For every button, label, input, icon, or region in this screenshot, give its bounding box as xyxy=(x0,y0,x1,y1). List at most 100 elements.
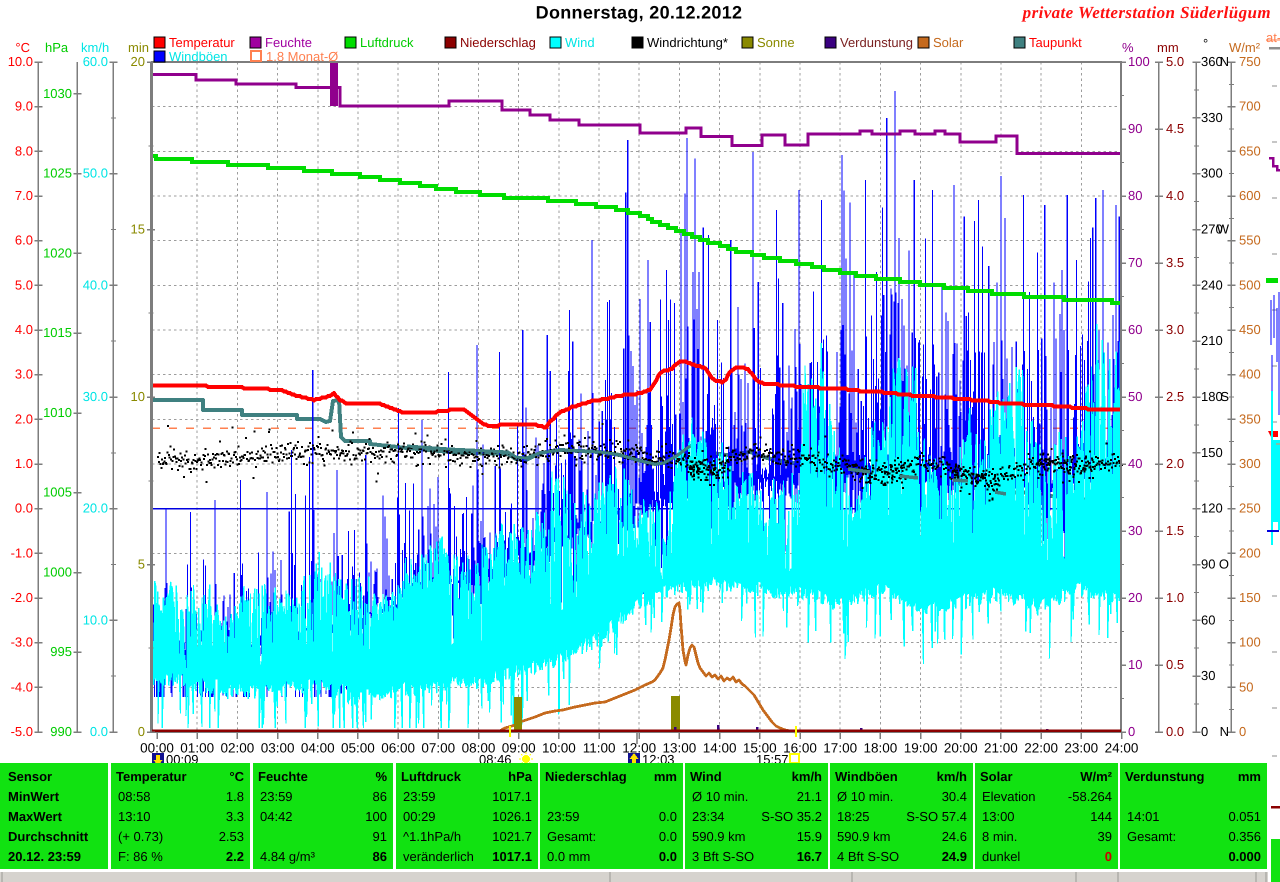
svg-text:100: 100 xyxy=(1239,635,1261,650)
svg-text:4.0: 4.0 xyxy=(1166,188,1184,203)
svg-text:80: 80 xyxy=(1128,188,1142,203)
svg-text:500: 500 xyxy=(1239,277,1261,292)
svg-text:Solar: Solar xyxy=(980,769,1013,784)
svg-text:hPa: hPa xyxy=(508,769,533,784)
svg-text:1020: 1020 xyxy=(43,245,72,260)
svg-text:360: 360 xyxy=(1201,54,1223,69)
svg-text:3.5: 3.5 xyxy=(1166,255,1184,270)
svg-text:70: 70 xyxy=(1128,255,1142,270)
svg-text:0: 0 xyxy=(1128,724,1135,739)
svg-text:W/m²: W/m² xyxy=(1229,40,1261,55)
svg-text:Niederschlag: Niederschlag xyxy=(545,769,627,784)
svg-text:00:00: 00:00 xyxy=(140,741,174,756)
svg-text:-4.0: -4.0 xyxy=(11,679,33,694)
svg-text:1025: 1025 xyxy=(43,166,72,181)
svg-text:590.9 km: 590.9 km xyxy=(692,829,745,844)
svg-text:-58.264: -58.264 xyxy=(1068,789,1112,804)
svg-text:995: 995 xyxy=(50,644,72,659)
svg-text:1.0: 1.0 xyxy=(15,456,33,471)
svg-text:Verdunstung: Verdunstung xyxy=(1125,769,1205,784)
svg-text:Verdunstung: Verdunstung xyxy=(840,35,913,50)
svg-text:W/m²: W/m² xyxy=(1080,769,1112,784)
svg-text:S-SO 57.4: S-SO 57.4 xyxy=(906,809,967,824)
svg-text:9.0: 9.0 xyxy=(15,99,33,114)
svg-text:Sensor: Sensor xyxy=(8,769,52,784)
svg-text:23:59: 23:59 xyxy=(547,809,580,824)
svg-text:km/h: km/h xyxy=(937,769,967,784)
svg-text:Luftdruck: Luftdruck xyxy=(360,35,414,50)
svg-text:700: 700 xyxy=(1239,99,1261,114)
svg-text:Ø 10 min.: Ø 10 min. xyxy=(692,789,748,804)
svg-text:1017.1: 1017.1 xyxy=(492,849,532,864)
svg-text:0: 0 xyxy=(1201,724,1208,739)
svg-text:4.5: 4.5 xyxy=(1166,121,1184,136)
svg-text:14:00: 14:00 xyxy=(703,741,737,756)
svg-text:1005: 1005 xyxy=(43,485,72,500)
svg-text:7.0: 7.0 xyxy=(15,188,33,203)
svg-text:km/h: km/h xyxy=(81,40,109,55)
svg-text:0.0: 0.0 xyxy=(1166,724,1184,739)
svg-text:Wind: Wind xyxy=(565,35,595,50)
svg-text:S: S xyxy=(1220,389,1229,404)
svg-text:8.0: 8.0 xyxy=(15,143,33,158)
svg-text:Gesamt:: Gesamt: xyxy=(547,829,596,844)
svg-text:0.356: 0.356 xyxy=(1228,829,1261,844)
svg-text:Luftdruck: Luftdruck xyxy=(401,769,462,784)
svg-text:Feuchte: Feuchte xyxy=(258,769,308,784)
svg-text:Temperatur: Temperatur xyxy=(169,35,235,50)
svg-text:15: 15 xyxy=(131,222,145,237)
svg-text:F: 86 %: F: 86 % xyxy=(118,849,163,864)
svg-text:0.000: 0.000 xyxy=(1228,849,1261,864)
svg-text:20:00: 20:00 xyxy=(944,741,978,756)
svg-text:60: 60 xyxy=(1128,322,1142,337)
svg-text:20: 20 xyxy=(1128,590,1142,605)
svg-text:30: 30 xyxy=(1128,523,1142,538)
svg-text:00:29: 00:29 xyxy=(403,809,436,824)
svg-text:24.9: 24.9 xyxy=(942,849,967,864)
svg-text:2.5: 2.5 xyxy=(1166,389,1184,404)
svg-text:°C: °C xyxy=(229,769,244,784)
svg-text:10:00: 10:00 xyxy=(542,741,576,756)
svg-text:-2.0: -2.0 xyxy=(11,590,33,605)
svg-text:veränderlich: veränderlich xyxy=(403,849,474,864)
svg-text:08:58: 08:58 xyxy=(118,789,151,804)
svg-text:1017.1: 1017.1 xyxy=(492,789,532,804)
svg-text:23:34: 23:34 xyxy=(692,809,725,824)
svg-text:21.1: 21.1 xyxy=(797,789,822,804)
svg-text:23:59: 23:59 xyxy=(260,789,293,804)
svg-text:°C: °C xyxy=(15,40,30,55)
svg-text:23:59: 23:59 xyxy=(403,789,436,804)
svg-text:3.0: 3.0 xyxy=(1166,322,1184,337)
svg-text:04:00: 04:00 xyxy=(301,741,335,756)
svg-text:210: 210 xyxy=(1201,333,1223,348)
svg-text:13:10: 13:10 xyxy=(118,809,151,824)
svg-text:Feuchte: Feuchte xyxy=(265,35,312,50)
svg-text:6.0: 6.0 xyxy=(15,233,33,248)
svg-text:mm: mm xyxy=(1238,769,1261,784)
svg-text:3.0: 3.0 xyxy=(15,367,33,382)
svg-text:144: 144 xyxy=(1090,809,1112,824)
svg-text:20.12. 23:59: 20.12. 23:59 xyxy=(8,849,81,864)
svg-text:%: % xyxy=(375,769,387,784)
svg-text:Windrichtung*: Windrichtung* xyxy=(647,35,728,50)
svg-text:3.3: 3.3 xyxy=(226,809,244,824)
svg-text:Wind: Wind xyxy=(690,769,722,784)
svg-text:1.8 Monat-Ø: 1.8 Monat-Ø xyxy=(266,49,338,64)
svg-text:13:00: 13:00 xyxy=(663,741,697,756)
svg-text:30: 30 xyxy=(1201,668,1215,683)
svg-text:dunkel: dunkel xyxy=(982,849,1020,864)
svg-text:40.0: 40.0 xyxy=(83,277,108,292)
svg-text:mm: mm xyxy=(654,769,677,784)
svg-text:50: 50 xyxy=(1128,389,1142,404)
svg-text:16.7: 16.7 xyxy=(797,849,822,864)
svg-text:15.9: 15.9 xyxy=(797,829,822,844)
svg-text:550: 550 xyxy=(1239,233,1261,248)
svg-text:Windböen: Windböen xyxy=(169,49,228,64)
svg-text:06:00: 06:00 xyxy=(381,741,415,756)
svg-text:17:00: 17:00 xyxy=(823,741,857,756)
svg-text:19:00: 19:00 xyxy=(904,741,938,756)
svg-text:50: 50 xyxy=(1239,679,1253,694)
svg-text:Solar: Solar xyxy=(933,35,964,50)
svg-text:O: O xyxy=(1219,557,1229,572)
svg-text:20: 20 xyxy=(131,54,145,69)
